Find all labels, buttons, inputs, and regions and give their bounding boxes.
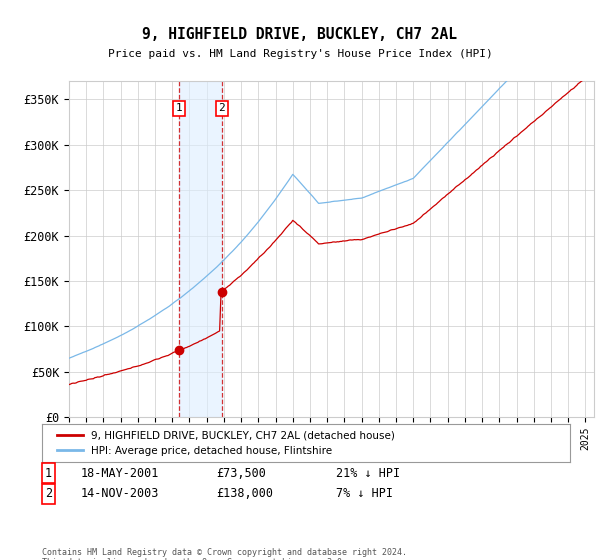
- Text: 18-MAY-2001: 18-MAY-2001: [81, 466, 160, 480]
- Text: 7% ↓ HPI: 7% ↓ HPI: [336, 487, 393, 501]
- Text: 2: 2: [45, 487, 52, 501]
- Text: 2: 2: [218, 104, 225, 114]
- Text: Price paid vs. HM Land Registry's House Price Index (HPI): Price paid vs. HM Land Registry's House …: [107, 49, 493, 59]
- Legend: 9, HIGHFIELD DRIVE, BUCKLEY, CH7 2AL (detached house), HPI: Average price, detac: 9, HIGHFIELD DRIVE, BUCKLEY, CH7 2AL (de…: [52, 426, 399, 460]
- Text: 1: 1: [45, 466, 52, 480]
- Text: Contains HM Land Registry data © Crown copyright and database right 2024.
This d: Contains HM Land Registry data © Crown c…: [42, 548, 407, 560]
- Text: 9, HIGHFIELD DRIVE, BUCKLEY, CH7 2AL: 9, HIGHFIELD DRIVE, BUCKLEY, CH7 2AL: [143, 27, 458, 42]
- Text: 14-NOV-2003: 14-NOV-2003: [81, 487, 160, 501]
- Text: £73,500: £73,500: [216, 466, 266, 480]
- Bar: [179, 81, 221, 417]
- Text: 21% ↓ HPI: 21% ↓ HPI: [336, 466, 400, 480]
- Text: £138,000: £138,000: [216, 487, 273, 501]
- Text: 1: 1: [175, 104, 182, 114]
